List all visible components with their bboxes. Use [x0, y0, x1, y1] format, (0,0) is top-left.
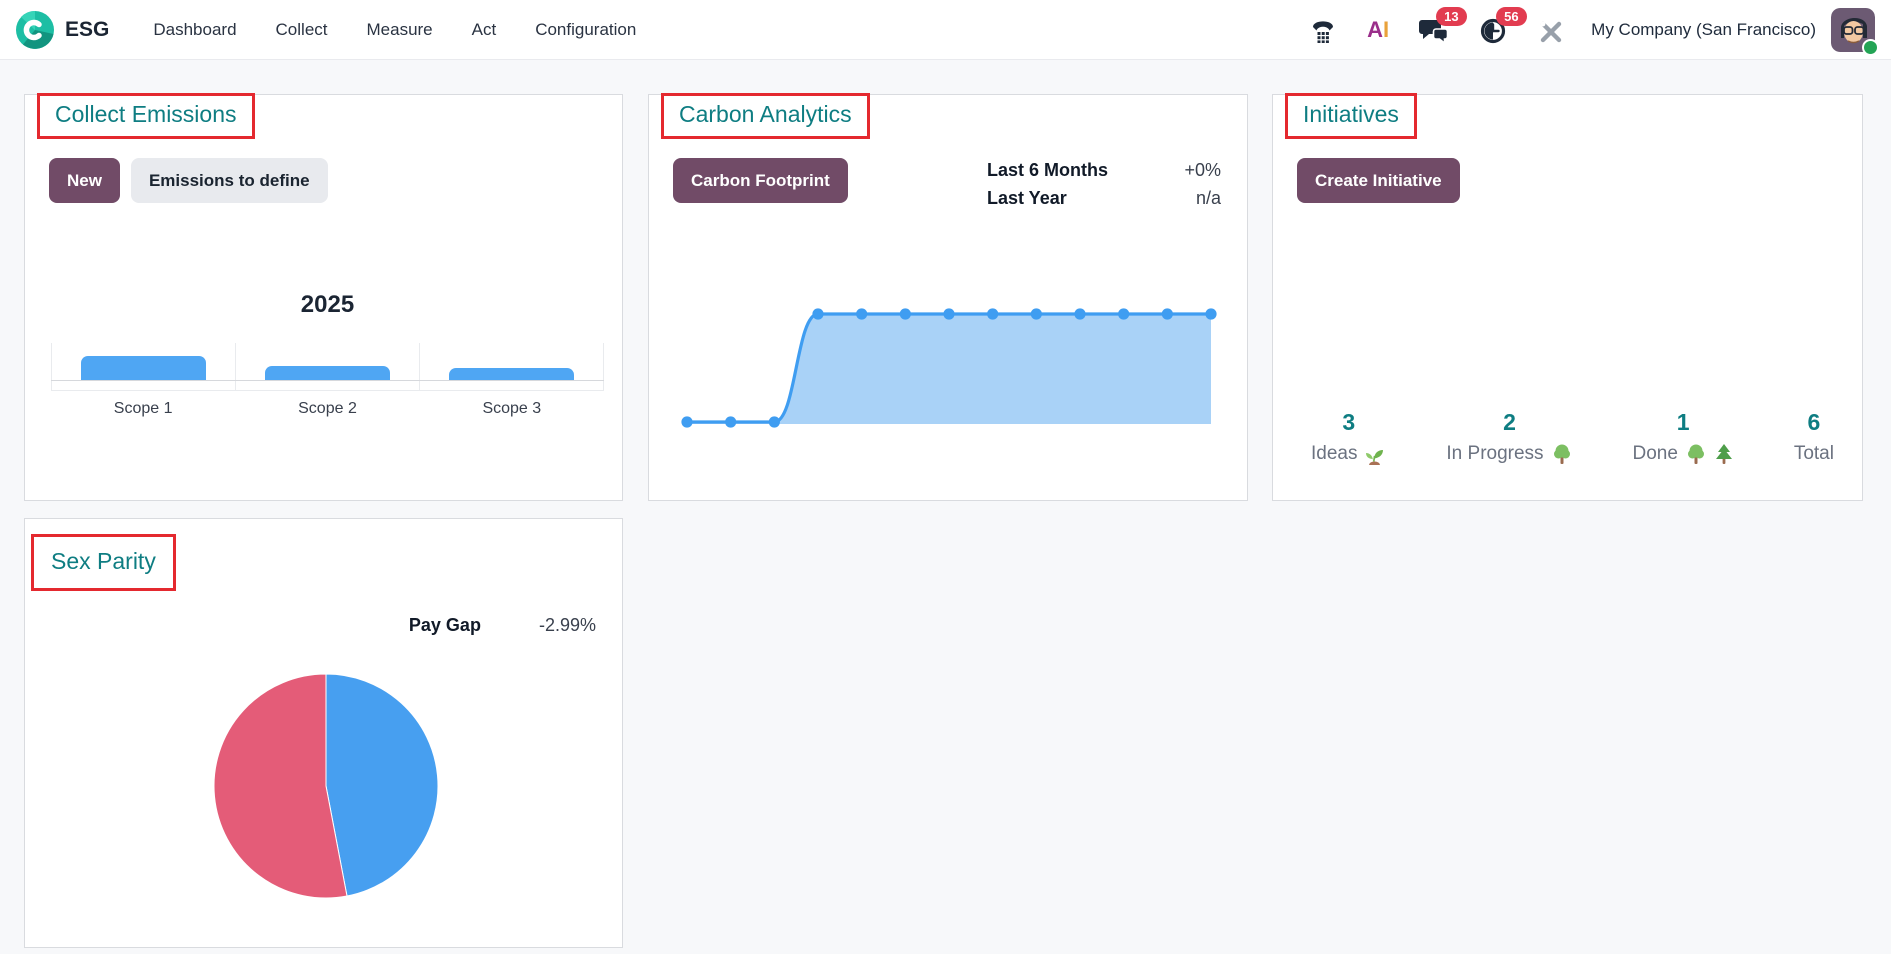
sex-parity-title: Sex Parity — [51, 548, 156, 574]
collect-emissions-card: Collect Emissions New Emissions to defin… — [24, 93, 623, 501]
bar-chart-area — [51, 343, 604, 391]
label-scope2: Scope 2 — [298, 400, 357, 417]
company-switcher[interactable]: My Company (San Francisco) — [1591, 19, 1816, 39]
total-count: 6 — [1807, 409, 1821, 435]
carbon-footprint-button[interactable]: Carbon Footprint — [673, 158, 848, 203]
new-button[interactable]: New — [49, 158, 120, 203]
carbon-area-chart[interactable] — [673, 295, 1223, 455]
collect-emissions-title-box[interactable]: Collect Emissions — [37, 93, 255, 139]
done-count: 1 — [1676, 409, 1690, 435]
label-scope1: Scope 1 — [113, 400, 173, 417]
bar-scope1[interactable] — [81, 356, 206, 381]
stat-done[interactable]: 1 Done — [1632, 409, 1733, 465]
activities-badge: 56 — [1496, 6, 1527, 26]
bar-chart-axis-line — [51, 390, 604, 391]
stat-last-6-months: Last 6 Months +0% — [987, 156, 1221, 184]
messages-badge: 13 — [1436, 6, 1467, 26]
online-status-dot — [1862, 38, 1879, 56]
carbon-analytics-title-box[interactable]: Carbon Analytics — [661, 93, 870, 139]
bar-column-scope2[interactable] — [236, 343, 420, 391]
carbon-stats: Last 6 Months +0% Last Year n/a — [987, 156, 1221, 212]
app-name: ESG — [65, 17, 110, 41]
tree-icon — [1687, 444, 1704, 464]
bar-chart-baseline — [51, 380, 604, 381]
sex-parity-title-box[interactable]: Sex Parity — [31, 534, 176, 591]
stat-total[interactable]: 6 Total — [1794, 409, 1834, 465]
stat-in-progress[interactable]: 2 In Progress — [1446, 409, 1572, 465]
stat-ideas[interactable]: 3 Ideas — [1311, 409, 1386, 465]
initiatives-title-box[interactable]: Initiatives — [1285, 93, 1417, 139]
stat-label: Last 6 Months — [987, 160, 1109, 180]
initiatives-title: Initiatives — [1303, 101, 1399, 127]
create-initiative-button[interactable]: Create Initiative — [1297, 158, 1460, 203]
total-label: Total — [1793, 443, 1834, 464]
bar-chart-labels: Scope 1 Scope 2 Scope 3 — [51, 400, 604, 418]
initiatives-card: Initiatives Create Initiative 3 Ideas 2 … — [1272, 93, 1863, 501]
sex-parity-pie-chart[interactable] — [25, 519, 624, 949]
stat-value: +0% — [1184, 160, 1221, 180]
pay-gap-value: -2.99% — [538, 615, 596, 635]
collect-emissions-title: Collect Emissions — [55, 101, 237, 127]
bar-scope2[interactable] — [265, 366, 390, 381]
bar-column-scope1[interactable] — [51, 343, 236, 391]
menu-configuration[interactable]: Configuration — [535, 19, 637, 39]
menu-dashboard[interactable]: Dashboard — [153, 19, 237, 39]
emissions-to-define-button[interactable]: Emissions to define — [130, 158, 328, 203]
ideas-count: 3 — [1342, 409, 1356, 435]
menu-measure[interactable]: Measure — [366, 19, 433, 39]
ideas-label: Ideas — [1311, 443, 1358, 464]
activities-clock-icon[interactable]: 56 — [1479, 6, 1527, 44]
carbon-analytics-title: Carbon Analytics — [679, 101, 852, 127]
evergreen-tree-icon — [1715, 444, 1732, 464]
messages-icon[interactable]: 13 — [1419, 6, 1467, 44]
label-scope3: Scope 3 — [482, 400, 542, 417]
emissions-bar-chart[interactable]: 2025 Scope 1 Scope 2 Scope 3 — [51, 291, 604, 418]
ai-letter-a: A — [1367, 16, 1384, 42]
tree-icon — [1553, 444, 1570, 464]
initiatives-stats: 3 Ideas 2 In Progress — [1311, 409, 1834, 465]
pay-gap-stat: Pay Gap -2.99% — [409, 615, 596, 636]
tools-icon[interactable] — [1537, 16, 1565, 44]
phone-icon[interactable] — [1309, 16, 1337, 44]
bar-column-scope3[interactable] — [420, 343, 604, 391]
stat-label: Last Year — [987, 188, 1067, 208]
seedling-icon — [1366, 450, 1384, 465]
bar-scope3[interactable] — [449, 368, 574, 381]
stat-value: n/a — [1195, 188, 1221, 208]
top-nav: ESG Dashboard Collect Measure Act Config… — [0, 0, 1891, 60]
main-menu: Dashboard Collect Measure Act Configurat… — [153, 20, 636, 40]
avatar[interactable] — [1831, 7, 1879, 56]
esg-app-logo-icon[interactable] — [16, 10, 54, 49]
carbon-analytics-card: Carbon Analytics Carbon Footprint Last 6… — [648, 93, 1248, 501]
bar-chart-title: 2025 — [300, 291, 355, 318]
pay-gap-label: Pay Gap — [408, 615, 481, 635]
stat-last-year: Last Year n/a — [987, 184, 1221, 212]
menu-act[interactable]: Act — [471, 19, 497, 39]
done-label: Done — [1632, 443, 1678, 464]
menu-collect[interactable]: Collect — [275, 19, 328, 39]
in-progress-count: 2 — [1503, 409, 1516, 435]
ai-letter-i: I — [1383, 16, 1390, 42]
sex-parity-card: Sex Parity Pay Gap -2.99% — [24, 518, 623, 948]
in-progress-label: In Progress — [1446, 443, 1544, 464]
